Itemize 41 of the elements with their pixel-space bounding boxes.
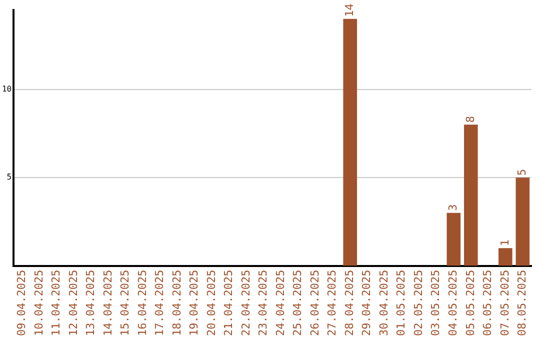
bar xyxy=(516,178,530,266)
data-label: 1 xyxy=(498,240,512,246)
bar xyxy=(498,248,512,266)
x-tick-label: 22.04.2025 xyxy=(239,270,252,336)
x-tick-label: 23.04.2025 xyxy=(256,270,270,336)
x-tick-label: 30.04.2025 xyxy=(377,270,390,336)
data-label: 3 xyxy=(446,204,460,211)
x-tick-label: 09.04.2025 xyxy=(15,270,28,336)
x-tick-label: 16.04.2025 xyxy=(136,270,149,336)
x-tick-label: 17.04.2025 xyxy=(153,270,166,336)
x-tick-label: 28.04.2025 xyxy=(342,270,356,336)
x-tick-label: 05.05.2025 xyxy=(464,270,477,336)
x-tick-label: 04.05.2025 xyxy=(446,270,460,336)
x-tick-label: 11.04.2025 xyxy=(50,270,63,336)
x-tick-label: 13.04.2025 xyxy=(84,270,98,336)
x-tick-label: 07.05.2025 xyxy=(498,270,512,336)
x-tick-label: 26.04.2025 xyxy=(308,270,322,336)
x-tick-label: 20.04.2025 xyxy=(204,270,218,336)
x-tick-label: 19.04.2025 xyxy=(188,270,201,336)
bar xyxy=(343,18,358,266)
x-tick-label: 01.05.2025 xyxy=(394,270,408,336)
x-tick-label: 14.04.2025 xyxy=(101,270,114,336)
bar xyxy=(464,124,478,266)
data-label: 5 xyxy=(516,168,529,176)
x-tick-label: 03.05.2025 xyxy=(429,270,442,336)
x-tick-label: 10.04.2025 xyxy=(32,270,46,336)
data-label: 8 xyxy=(464,116,477,123)
x-tick-label: 27.04.2025 xyxy=(326,270,339,336)
x-tick-label: 18.04.2025 xyxy=(170,270,184,336)
y-tick-label: 10 xyxy=(2,84,12,94)
data-label: 14 xyxy=(342,3,356,17)
bar xyxy=(446,212,461,266)
x-tick-label: 15.04.2025 xyxy=(118,270,132,336)
x-tick-label: 25.04.2025 xyxy=(291,270,304,336)
x-tick-label: 08.05.2025 xyxy=(516,270,529,336)
x-tick-label: 21.04.2025 xyxy=(222,270,236,336)
x-tick-label: 29.04.2025 xyxy=(360,270,374,336)
x-tick-label: 06.05.2025 xyxy=(481,270,494,336)
x-tick-label: 12.04.2025 xyxy=(66,270,80,336)
x-tick-label: 02.05.2025 xyxy=(412,270,425,336)
x-tick-label: 24.04.2025 xyxy=(274,270,287,336)
